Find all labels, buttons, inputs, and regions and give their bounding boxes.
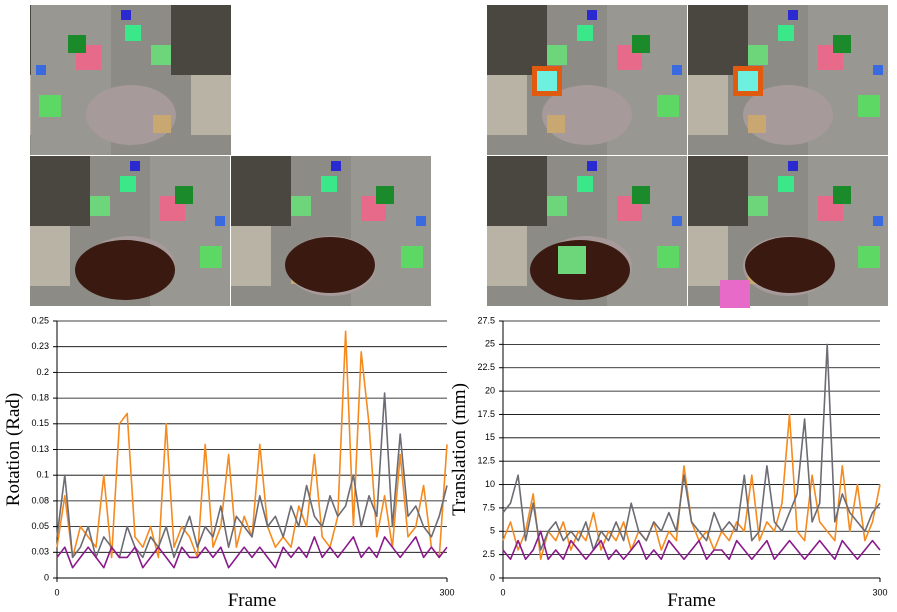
y-tick-label: 22.5 (477, 362, 495, 372)
photo-left (30, 5, 431, 306)
y-tick-label: 0.1 (36, 470, 49, 480)
series-line (56, 536, 448, 569)
y-tick-label: 12.5 (477, 456, 495, 466)
series-line (56, 330, 448, 559)
y-tick-label: 0.05 (31, 521, 49, 531)
y-tick-label: 0.15 (31, 418, 49, 428)
y-tick-label: 17.5 (477, 409, 495, 419)
y-tick-label: 15 (485, 432, 495, 442)
y-tick-label: 27.5 (477, 315, 495, 325)
y-tick-label: 0 (44, 572, 49, 582)
series-line (502, 343, 881, 551)
series-line (56, 392, 448, 559)
x-tick-label: 300 (439, 587, 454, 597)
y-axis-title: Translation (mm) (449, 383, 470, 516)
x-tick-label: 300 (872, 587, 887, 597)
y-tick-label: 0 (490, 572, 495, 582)
series-line (502, 530, 881, 561)
y-tick-label: 0.13 (31, 444, 49, 454)
y-tick-label: 5 (490, 526, 495, 536)
x-tick-label: 0 (54, 587, 59, 597)
y-tick-label: 0.18 (31, 392, 49, 402)
y-tick-label: 25 (485, 339, 495, 349)
chart: 0 0.03 0.05 0.08 0.1 0.13 0.15 0.18 0.2 0.23 0.25 0… (3, 315, 455, 611)
x-axis-title: Frame (667, 590, 716, 611)
x-tick-label: 0 (500, 587, 505, 597)
y-tick-label: 0.23 (31, 341, 49, 351)
photo-right (487, 5, 888, 308)
y-tick-label: 20 (485, 385, 495, 395)
y-tick-label: 0.03 (31, 547, 49, 557)
y-tick-label: 10 (485, 479, 495, 489)
chart: 0 2.5 5 7.5 10 12.5 15 17.5 20 22.5 25 27.5 0 300 Fram… (449, 315, 888, 611)
y-tick-label: 0.2 (36, 367, 49, 377)
y-tick-label: 0.25 (31, 315, 49, 325)
x-axis-title: Frame (228, 590, 277, 611)
y-tick-label: 0.08 (31, 495, 49, 505)
y-axis-title: Rotation (Rad) (3, 393, 24, 506)
y-tick-label: 2.5 (482, 549, 495, 559)
y-tick-label: 7.5 (482, 502, 495, 512)
